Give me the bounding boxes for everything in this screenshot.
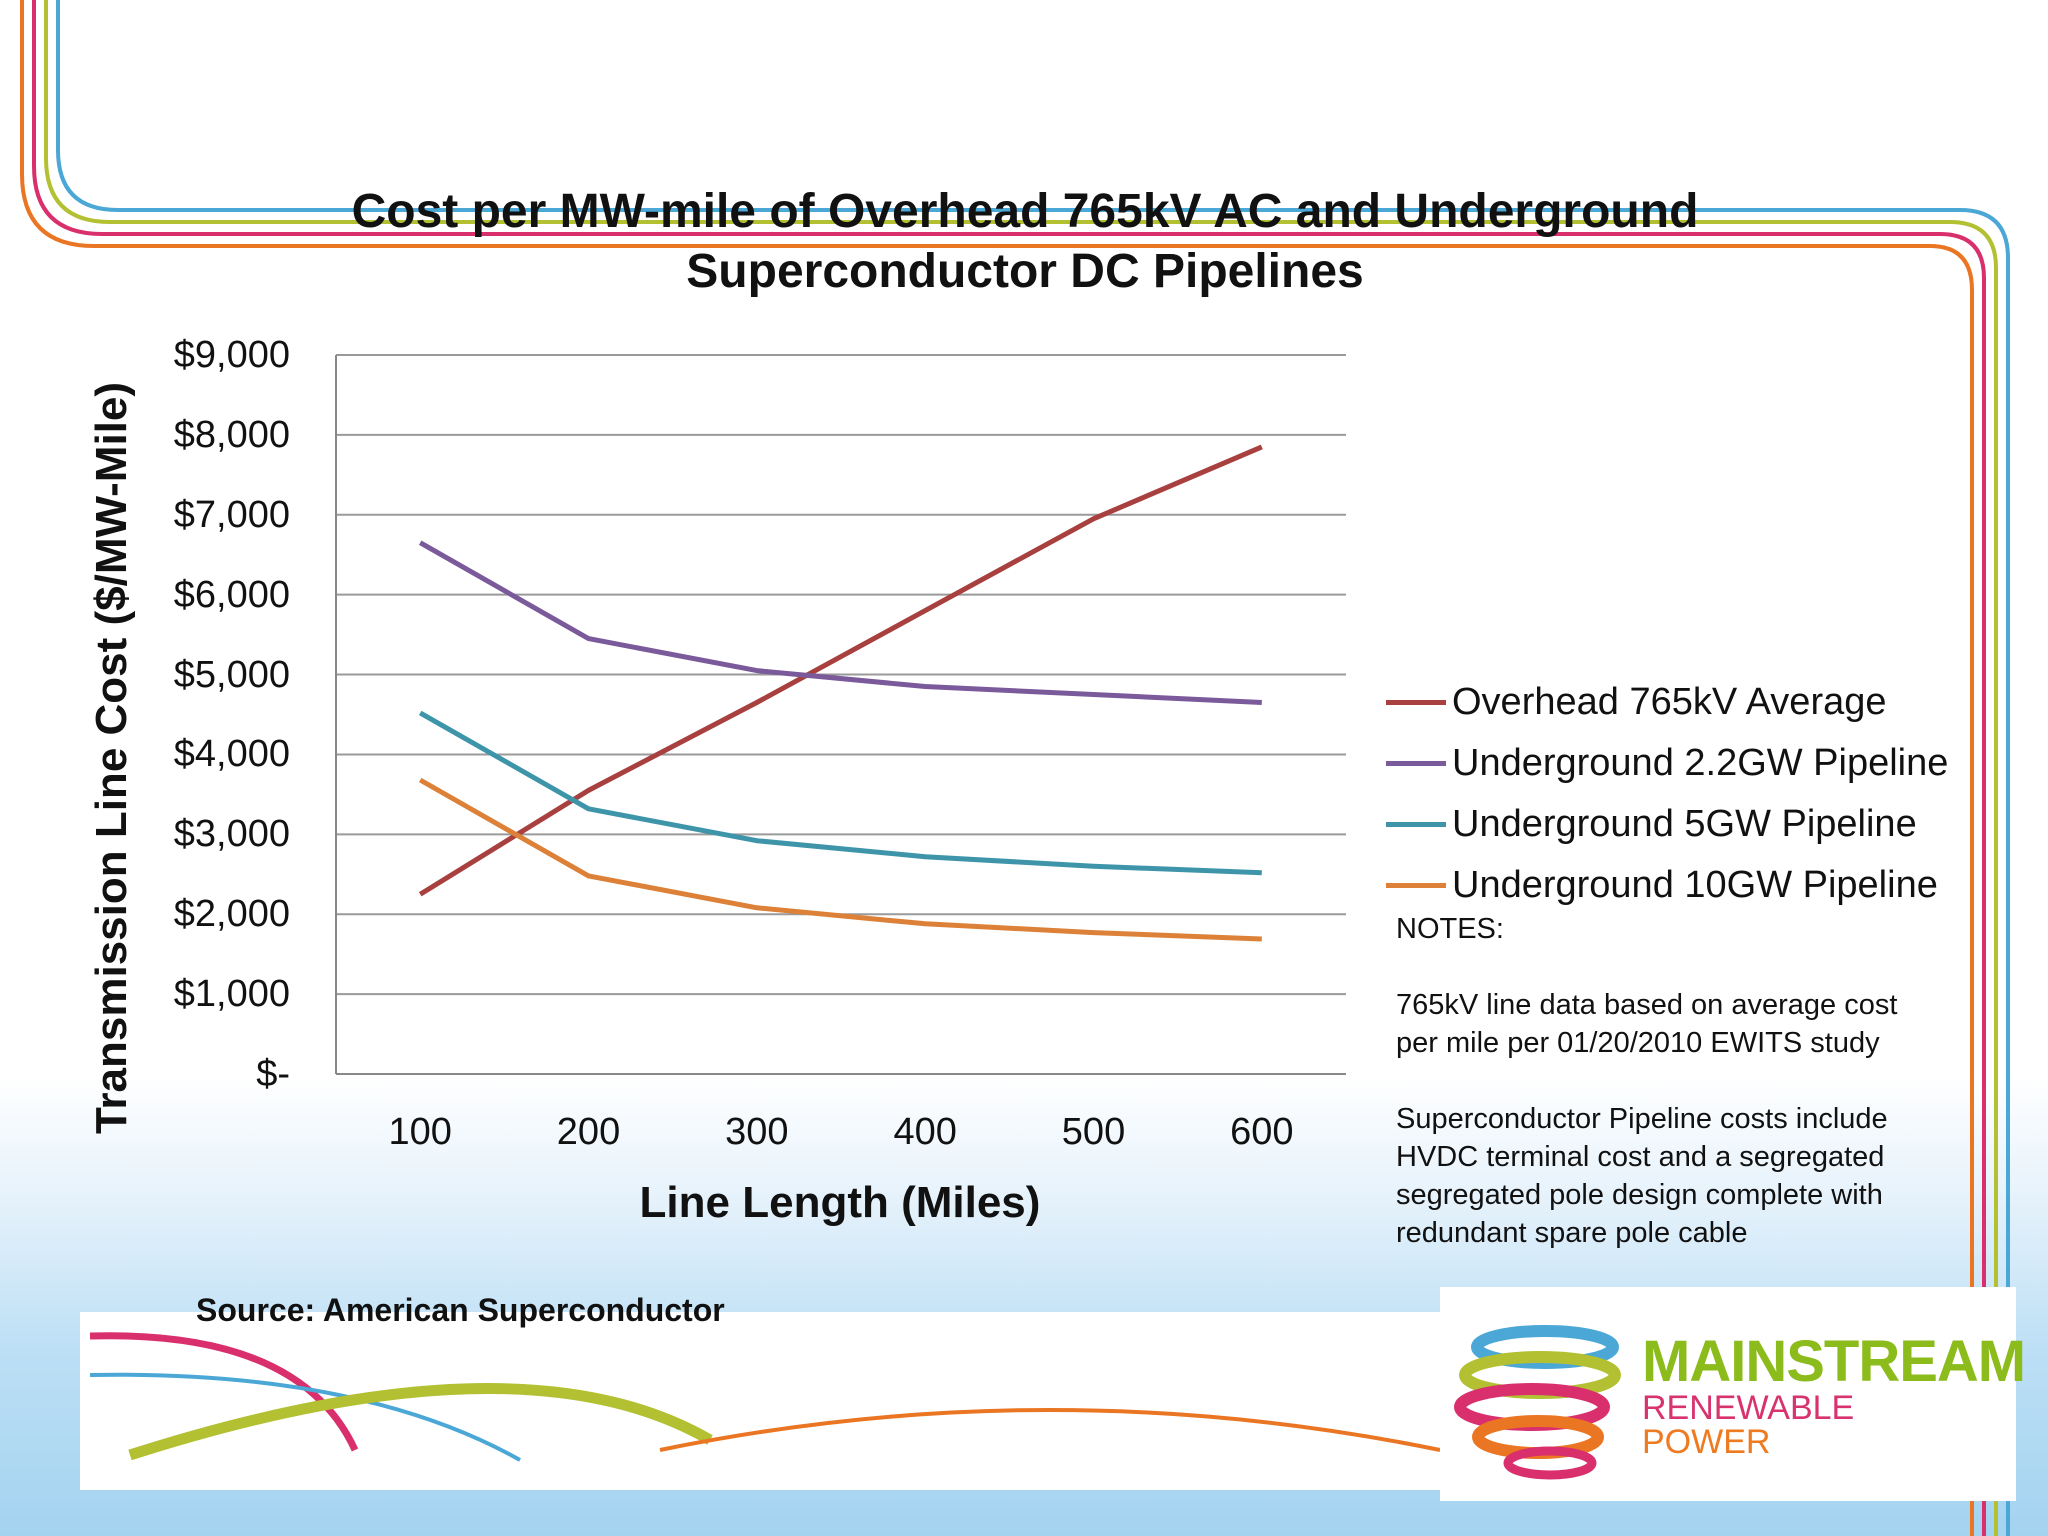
legend-item: Underground 5GW Pipeline	[1386, 794, 1948, 855]
y-tick-label: $1,000	[173, 973, 290, 1016]
y-tick-label: $6,000	[173, 573, 290, 616]
note-2-line-1: Superconductor Pipeline costs include	[1396, 1103, 1888, 1135]
legend-swatch	[1386, 761, 1446, 766]
note-1-line-1: 765kV line data based on average cost	[1396, 989, 1898, 1021]
note-1-line-2: per mile per 01/20/2010 EWITS study	[1396, 1027, 1880, 1059]
legend: Overhead 765kV Average Underground 2.2GW …	[1386, 672, 1948, 916]
y-tick-label: $2,000	[173, 893, 290, 936]
x-tick-label: 500	[1061, 1111, 1126, 1153]
legend-item: Overhead 765kV Average	[1386, 672, 1948, 733]
legend-swatch	[1386, 700, 1446, 705]
y-tick-label: $-	[256, 1053, 290, 1095]
note-2-line-3: segregated pole design complete with	[1396, 1179, 1883, 1211]
logo-line-3: POWER	[1642, 1423, 1771, 1461]
source-credit: Source: American Superconductor	[196, 1292, 725, 1328]
chart-title-line1: Cost per MW-mile of Overhead 765kV AC an…	[351, 185, 1699, 238]
legend-swatch	[1386, 822, 1446, 827]
x-tick-label: 100	[388, 1111, 452, 1153]
legend-label: Underground 5GW Pipeline	[1452, 803, 1917, 845]
series-line	[418, 710, 1262, 876]
note-2-line-2: HVDC terminal cost and a segregated	[1396, 1141, 1885, 1173]
chart-title: Cost per MW-mile of Overhead 765kV AC an…	[200, 182, 1850, 302]
legend-label: Overhead 765kV Average	[1452, 681, 1887, 723]
note-2-line-4: redundant spare pole cable	[1396, 1217, 1748, 1249]
y-tick-label: $9,000	[173, 334, 290, 376]
logo-line-1: MAINSTREAM	[1642, 1329, 2026, 1394]
x-tick-label: 400	[893, 1111, 957, 1153]
x-axis-label: Line Length (Miles)	[639, 1178, 1041, 1227]
note-1: 765kV line data based on average cost pe…	[1396, 986, 1996, 1062]
legend-label: Underground 10GW Pipeline	[1452, 864, 1938, 906]
y-tick-label: $5,000	[173, 653, 290, 696]
series-line	[418, 777, 1262, 942]
y-axis-label: Transmission Line Cost ($/MW-Mile)	[87, 381, 136, 1135]
logo-globe-icon	[1454, 1325, 1621, 1480]
legend-swatch	[1386, 883, 1446, 888]
legend-label: Underground 2.2GW Pipeline	[1452, 742, 1949, 784]
chart-title-line2: Superconductor DC Pipelines	[686, 245, 1364, 298]
x-tick-label: 600	[1230, 1111, 1294, 1153]
y-tick-label: $7,000	[173, 493, 290, 536]
series-line	[418, 540, 1262, 705]
y-tick-label: $3,000	[173, 813, 290, 856]
y-tick-label: $8,000	[173, 413, 290, 456]
x-tick-label: 200	[556, 1111, 621, 1153]
legend-item: Underground 2.2GW Pipeline	[1386, 733, 1948, 794]
company-logo: MAINSTREAM RENEWABLE POWER	[1440, 1287, 2026, 1501]
x-tick-label: 300	[725, 1111, 789, 1153]
notes-heading: NOTES:	[1396, 913, 1504, 945]
legend-item: Underground 10GW Pipeline	[1386, 855, 1948, 916]
y-tick-label: $4,000	[173, 733, 290, 776]
series-line	[418, 444, 1263, 897]
notes: NOTES: 765kV line data based on average …	[1396, 910, 1996, 1290]
logo-line-2: RENEWABLE	[1642, 1389, 1855, 1427]
logo-wordmark: MAINSTREAM RENEWABLE POWER	[1642, 1329, 2026, 1461]
note-2: Superconductor Pipeline costs include HV…	[1396, 1100, 1996, 1252]
